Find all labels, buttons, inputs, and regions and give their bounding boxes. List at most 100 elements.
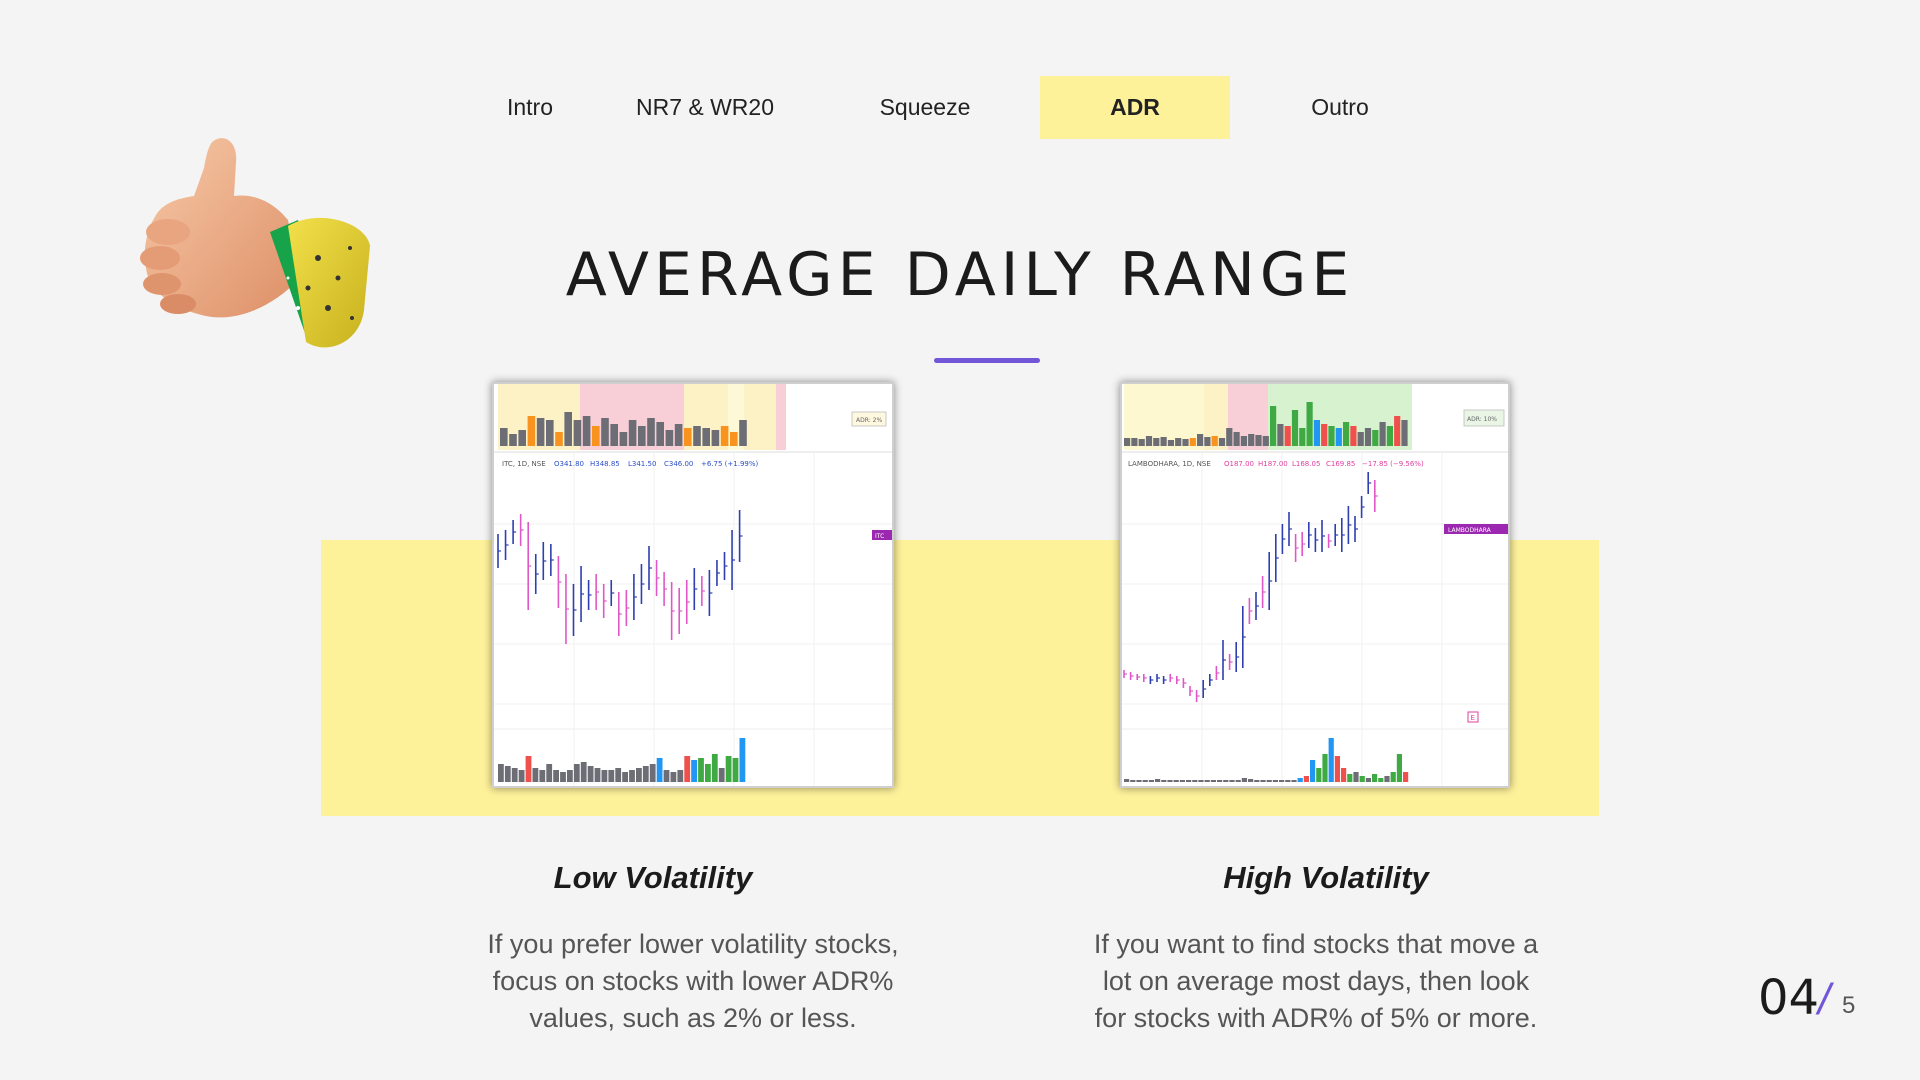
bar	[622, 772, 628, 782]
bar	[720, 426, 729, 446]
bar	[1365, 778, 1371, 782]
bar	[665, 430, 674, 446]
bar	[725, 756, 732, 782]
legend-close: C169.85	[1326, 460, 1355, 468]
bar	[546, 420, 554, 446]
bar	[592, 426, 600, 446]
bar	[580, 762, 587, 782]
tab-adr[interactable]: ADR	[1040, 76, 1230, 139]
bar	[1343, 422, 1350, 446]
bar	[711, 430, 720, 446]
bar	[698, 758, 704, 782]
bar	[636, 768, 642, 782]
bar	[1233, 432, 1240, 446]
tab-nr7-wr20[interactable]: NR7 & WR20	[635, 94, 775, 120]
bar	[1248, 434, 1255, 446]
bar	[1270, 406, 1277, 446]
bar	[1372, 430, 1379, 446]
legend-low: L168.05	[1292, 460, 1320, 468]
bar	[1328, 426, 1335, 446]
bar	[1167, 780, 1173, 782]
bar	[1160, 437, 1167, 446]
bar	[1284, 426, 1291, 446]
bar	[536, 418, 545, 446]
bar	[1396, 754, 1402, 782]
bar	[1394, 416, 1401, 446]
bar	[1153, 438, 1160, 446]
bar	[1130, 780, 1136, 782]
bar	[1148, 780, 1154, 782]
bar	[1192, 780, 1198, 782]
bar	[1235, 780, 1241, 782]
earnings-marker: E	[1471, 714, 1475, 722]
page-number-total: 5	[1842, 992, 1856, 1019]
bar	[539, 770, 546, 782]
tab-squeeze[interactable]: Squeeze	[879, 94, 971, 120]
tab-intro[interactable]: Intro	[506, 94, 554, 120]
bar	[619, 432, 628, 446]
page-number-current: 04	[1758, 970, 1820, 1026]
low-volatility-chart-screenshot: ADR: 2% ITC, 1D, NSE O341.80 H348.85 L34…	[492, 382, 894, 788]
bar	[560, 772, 566, 782]
legend-high: H187.00	[1258, 460, 1288, 468]
low-volatility-chart: ADR: 2% ITC, 1D, NSE O341.80 H348.85 L34…	[494, 384, 892, 786]
bar	[1359, 776, 1365, 782]
bar	[582, 416, 591, 446]
bar	[1297, 778, 1303, 782]
high-volatility-chart-screenshot: ADR: 10% LAMBODHARA, 1D, NSE O187.00 H18…	[1120, 382, 1510, 788]
bar	[649, 764, 656, 782]
text-line: lot on average most days, then look	[1102, 966, 1530, 996]
bar	[1316, 768, 1322, 782]
bar	[594, 768, 601, 782]
top-navigation: Intro NR7 & WR20 Squeeze ADR Outro	[460, 76, 1450, 139]
bar	[615, 768, 622, 782]
bar	[1189, 438, 1196, 446]
bar	[1226, 428, 1233, 446]
bar	[1204, 437, 1211, 446]
svg-text:LAMBODHARA, 1D, NSE O187: LAMBODHARA, 1D, NSE O187.00 H187.00 L168…	[1128, 460, 1424, 468]
bar	[670, 772, 677, 782]
bar	[511, 768, 518, 782]
legend-high: H348.85	[590, 460, 620, 468]
bar	[1306, 402, 1313, 446]
bar	[518, 770, 525, 782]
bar	[1241, 778, 1247, 782]
bar	[1285, 780, 1291, 782]
bar	[608, 770, 615, 782]
bar	[1347, 774, 1353, 782]
bar	[1272, 780, 1278, 782]
bar	[1262, 436, 1269, 446]
bar	[1182, 439, 1189, 446]
low-volatility-heading: Low Volatility	[553, 860, 753, 895]
bar	[1204, 780, 1210, 782]
legend-close: C346.00	[664, 460, 693, 468]
bar	[518, 430, 526, 446]
price-tag: LAMBODHARA	[1448, 527, 1492, 534]
bar	[1229, 780, 1235, 782]
bar	[1223, 780, 1229, 782]
bar	[1217, 780, 1223, 782]
bar	[564, 412, 572, 446]
bar	[1248, 779, 1254, 782]
bar	[553, 770, 559, 782]
bar	[1403, 772, 1409, 782]
high-volatility-heading: High Volatility	[1223, 860, 1429, 895]
text-line: for stocks with ADR% of 5% or more.	[1094, 1003, 1538, 1033]
adr-label: ADR: 2%	[856, 417, 882, 424]
bar	[567, 770, 573, 782]
bar	[587, 766, 594, 782]
legend-open: O187.00	[1224, 460, 1254, 468]
bar	[684, 428, 692, 446]
bar	[601, 418, 609, 446]
bar	[1310, 760, 1316, 782]
tab-outro[interactable]: Outro	[1311, 94, 1369, 120]
text-line: If you want to find stocks that move a	[1093, 929, 1539, 959]
bar	[1167, 440, 1174, 446]
legend-change: +6.75 (+1.99%)	[701, 460, 759, 468]
bar	[1240, 436, 1247, 446]
bar	[555, 432, 563, 446]
bar	[1277, 424, 1284, 446]
bar	[1328, 738, 1334, 782]
bar	[647, 418, 655, 446]
bar	[638, 426, 646, 446]
